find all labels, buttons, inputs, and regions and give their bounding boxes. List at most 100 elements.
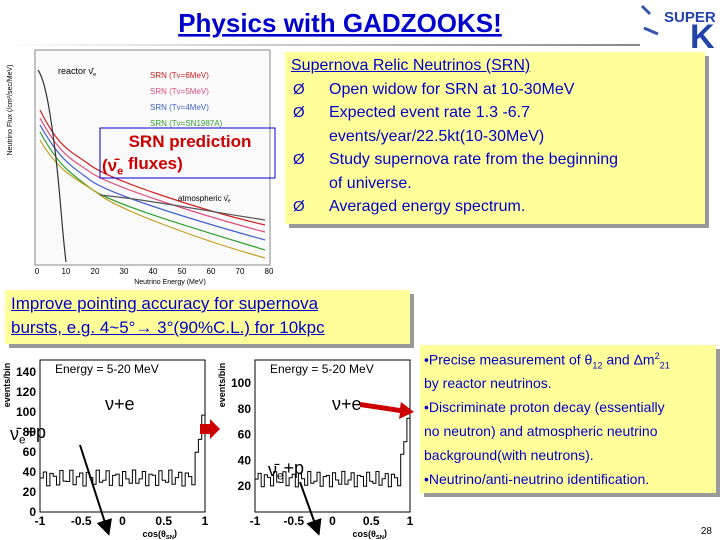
histogram	[255, 417, 410, 488]
legend-entry: SRN (Tν=SN1987A)	[150, 119, 223, 128]
y-axis-label: events/bin	[2, 363, 12, 408]
logo-text: SUPER	[664, 9, 716, 26]
logo-mark	[640, 4, 659, 36]
note-line: by reactor neutrinos.	[424, 375, 552, 391]
x-tick-label: -1	[250, 514, 261, 528]
label: cos(θSN​)	[143, 528, 178, 540]
text-part: SN	[166, 535, 174, 540]
y-tick-label: 120	[16, 385, 36, 399]
arrow	[299, 481, 322, 536]
text-part: e	[93, 72, 96, 78]
x-tick-label: 50	[178, 267, 187, 276]
energy-label: Energy = 5-20 MeV	[55, 362, 159, 376]
annotation: ν+e	[332, 394, 362, 414]
bullet-text: Open widow for SRN at 10-30MeV	[329, 80, 575, 98]
x-tick-label: -1	[35, 514, 46, 528]
y-tick-label: 100	[231, 376, 251, 390]
text-part: no neutron) and atmospheric neutrino	[424, 423, 658, 439]
legend-entry: SRN (Tν=5MeV)	[150, 87, 209, 96]
x-tick-label: 70	[236, 267, 245, 276]
x-tick-label: 40	[149, 267, 158, 276]
label: atmospheric ν̄e​	[178, 194, 231, 205]
text-part: )	[384, 528, 387, 538]
text-part: e	[228, 199, 231, 205]
bullet-marker: Ø	[293, 151, 305, 168]
callout-box	[99, 127, 276, 179]
bullet-marker: Ø	[293, 104, 305, 121]
text-part: e	[19, 434, 26, 447]
pointing-box: Improve pointing accuracy for supernova b…	[5, 290, 410, 344]
x-tick-label: -0.5	[71, 514, 92, 528]
text-part: •Neutrino/anti-neutrino identification.	[424, 471, 650, 487]
text-part: •Discriminate proton decay (essentially	[424, 399, 665, 415]
heading: Supernova Relic Neutrinos (SRN)	[291, 57, 531, 74]
annotation: ν+e	[105, 394, 135, 414]
y-axis-label: events/bin	[217, 363, 227, 408]
text-part: 12	[592, 360, 603, 371]
text-part: 21	[659, 360, 670, 371]
y-tick-label: 20	[23, 485, 37, 499]
x-axis-label: Neutrino Energy (MeV)	[134, 279, 206, 286]
notes-box: •Precise measurement of θ12 and Δm221 by…	[420, 345, 716, 493]
note-line: background(with neutrons).	[424, 447, 594, 463]
bullet-text: events/year/22.5kt(10-30MeV)	[329, 127, 545, 145]
bullet-marker: Ø	[293, 80, 305, 98]
text-part: reactor ν̄	[58, 66, 95, 76]
x-tick-label: -0.5	[283, 514, 304, 528]
y-axis-label: Neutrino Flux (/cm²/sec/MeV)	[7, 64, 14, 155]
text-part: +p	[284, 458, 305, 478]
note-line: •Discriminate proton decay (essentially	[424, 399, 665, 415]
pointing-text: bursts, e.g. 4~5°→ 3°(90%C.L.) for 10kpc	[11, 318, 325, 337]
label: cos(θSN​)	[353, 528, 388, 540]
text-part: e	[277, 470, 284, 483]
x-tick-label: 10	[62, 267, 71, 276]
callout-text: SRN prediction	[129, 132, 252, 151]
x-tick-label: 0	[35, 267, 40, 276]
label: ν̄e​+p	[268, 458, 304, 482]
bullet-text: Study supernova rate from the beginning	[329, 151, 619, 168]
text-part: cos(θ	[353, 529, 377, 539]
x-tick-label: 60	[207, 267, 216, 276]
y-tick-label: 80	[23, 425, 37, 439]
energy-label: Energy = 5-20 MeV	[270, 362, 374, 376]
x-tick-label: 0	[119, 514, 126, 528]
text-part: background(with neutrons).	[424, 447, 594, 463]
page-number: 28	[701, 526, 713, 537]
x-tick-label: 30	[120, 267, 129, 276]
text-part: e	[117, 165, 123, 177]
x-tick-label: 0.5	[363, 514, 380, 528]
y-tick-label: 40	[238, 453, 252, 467]
text-part: cos(θ	[143, 529, 167, 539]
text-part: (ν̄	[102, 156, 120, 175]
arrow	[79, 444, 112, 536]
x-tick-label: 20	[91, 267, 100, 276]
x-tick-label: 0	[329, 514, 336, 528]
x-tick-label: 1	[202, 514, 209, 528]
text-part: SN	[376, 535, 384, 540]
text-part: by reactor neutrinos.	[424, 375, 552, 391]
text-part: )	[174, 528, 177, 538]
title-rule	[0, 44, 640, 46]
x-tick-label: 1	[407, 514, 414, 528]
label: (ν̄e​ fluxes)	[102, 154, 183, 177]
x-tick-label: 0.5	[155, 514, 172, 528]
plot-frame	[34, 49, 271, 266]
x-tick-label: 80	[265, 267, 274, 276]
y-tick-label: 60	[238, 428, 252, 442]
y-tick-label: 140	[16, 365, 36, 379]
text-part: and Δm	[602, 351, 655, 368]
y-tick-label: 20	[238, 479, 252, 493]
bullet-text: Expected event rate 1.3 -6.7	[329, 104, 531, 121]
bullet-marker: Ø	[293, 198, 305, 215]
red-arrow	[360, 402, 414, 419]
text-part: •Precise measurement of θ	[424, 351, 593, 368]
plot-frame	[39, 359, 206, 513]
text-part: fluxes)	[123, 154, 183, 173]
y-tick-label: 60	[23, 445, 37, 459]
title: Physics with GADZOOKS!	[178, 8, 502, 38]
legend-entry: SRN (Tν=4MeV)	[150, 103, 209, 112]
logo-text: K	[690, 18, 715, 56]
bullet-text: Averaged energy spectrum.	[329, 198, 526, 215]
srn-box: Supernova Relic Neutrinos (SRN) Ø Open wid…	[285, 52, 705, 224]
